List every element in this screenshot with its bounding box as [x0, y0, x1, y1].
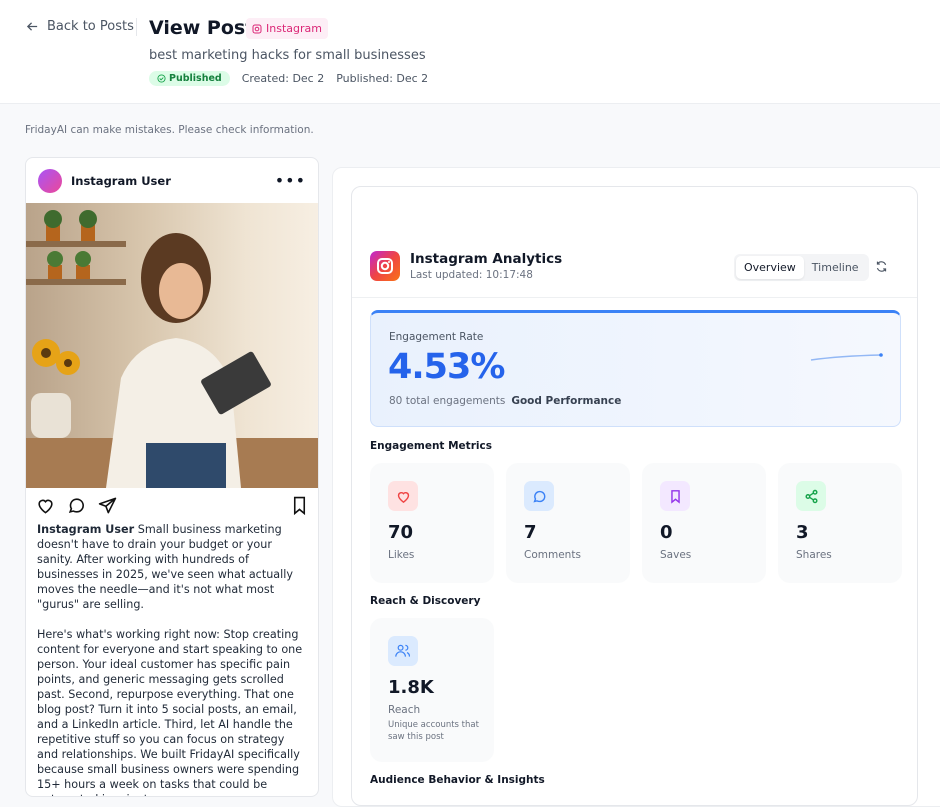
- engagement-summary: 80 total engagements Good Performance: [389, 395, 621, 407]
- metric-card-saves: 0 Saves: [642, 463, 766, 583]
- bookmark-icon: [660, 481, 690, 511]
- section-reach-discovery: Reach & Discovery: [370, 595, 481, 607]
- reach-label: Reach: [388, 704, 421, 716]
- metric-card-comments: 7 Comments: [506, 463, 630, 583]
- last-updated: Last updated: 10:17:48: [410, 269, 533, 281]
- reach-value: 1.8K: [388, 677, 434, 698]
- check-circle-icon: [157, 74, 166, 83]
- page-title: View Post: [149, 17, 255, 39]
- status-label: Published: [169, 73, 222, 84]
- sparkline: [810, 353, 883, 361]
- tab-timeline[interactable]: Timeline: [811, 261, 859, 274]
- bookmark-icon[interactable]: [291, 496, 308, 515]
- view-tabs: Overview Timeline: [734, 254, 869, 281]
- metric-label: Comments: [524, 549, 581, 561]
- published-date: Published: Dec 2: [336, 72, 429, 85]
- section-engagement-metrics: Engagement Metrics: [370, 440, 492, 452]
- engagement-rate-label: Engagement Rate: [389, 331, 484, 343]
- section-audience-behavior: Audience Behavior & Insights: [370, 774, 545, 786]
- engagement-rate-card: Engagement Rate 4.53% 80 total engagemen…: [370, 310, 901, 427]
- back-to-posts-link[interactable]: Back to Posts: [26, 19, 134, 34]
- caption-username: Instagram User: [37, 523, 135, 536]
- status-badge: Published: [149, 71, 230, 86]
- platform-badge: Instagram: [246, 18, 328, 39]
- post-caption: Instagram User Small business marketing …: [26, 522, 318, 796]
- page-header: Back to Posts View Post Instagram best m…: [0, 0, 940, 104]
- analytics-title: Instagram Analytics: [410, 251, 563, 267]
- heart-icon: [388, 481, 418, 511]
- metric-value: 3: [796, 522, 809, 543]
- send-icon[interactable]: [98, 496, 117, 515]
- instagram-logo-icon: [370, 251, 400, 281]
- metric-label: Saves: [660, 549, 692, 561]
- total-engagements: 80 total engagements: [389, 395, 506, 407]
- metric-card-likes: 70 Likes: [370, 463, 494, 583]
- users-icon: [388, 636, 418, 666]
- tab-overview[interactable]: Overview: [736, 256, 804, 279]
- performance-label: Good Performance: [511, 395, 622, 407]
- refresh-icon[interactable]: [875, 260, 888, 273]
- divider: [352, 297, 917, 298]
- instagram-icon: [252, 24, 262, 33]
- metric-card-shares: 3 Shares: [778, 463, 902, 583]
- share-icon: [796, 481, 826, 511]
- metric-value: 70: [388, 522, 414, 543]
- post-photo: [26, 210, 318, 488]
- arrow-left-icon: [26, 22, 38, 31]
- analytics-header: Instagram Analytics Last updated: 10:17:…: [370, 251, 562, 281]
- platform-badge-label: Instagram: [266, 22, 322, 35]
- more-options-icon[interactable]: •••: [274, 171, 306, 190]
- post-image: [26, 203, 318, 488]
- comment-icon: [524, 481, 554, 511]
- analytics-card: Instagram Analytics Last updated: 10:17:…: [351, 186, 918, 806]
- back-label: Back to Posts: [47, 19, 134, 34]
- divider: [136, 18, 137, 36]
- comment-icon[interactable]: [67, 496, 86, 515]
- post-subtitle: best marketing hacks for small businesse…: [149, 48, 426, 63]
- instagram-post-preview: Instagram User ••• Instagram User Small …: [25, 157, 319, 797]
- metric-value: 0: [660, 522, 673, 543]
- post-meta: Published Created: Dec 2 Published: Dec …: [149, 71, 428, 86]
- metric-label: Likes: [388, 549, 415, 561]
- reach-card: 1.8K Reach Unique accounts that saw this…: [370, 618, 494, 762]
- reach-description: Unique accounts that saw this post: [388, 720, 479, 742]
- metric-label: Shares: [796, 549, 832, 561]
- disclaimer: FridayAI can make mistakes. Please check…: [25, 124, 314, 136]
- avatar: [38, 168, 62, 193]
- engagement-rate-value: 4.53%: [388, 347, 505, 387]
- post-username: Instagram User: [71, 173, 171, 188]
- heart-icon[interactable]: [36, 496, 55, 515]
- created-date: Created: Dec 2: [241, 72, 325, 85]
- caption-text: Small business marketing doesn't have to…: [37, 523, 303, 796]
- post-actions: [26, 488, 318, 522]
- metric-value: 7: [524, 522, 537, 543]
- post-header: Instagram User •••: [26, 158, 318, 203]
